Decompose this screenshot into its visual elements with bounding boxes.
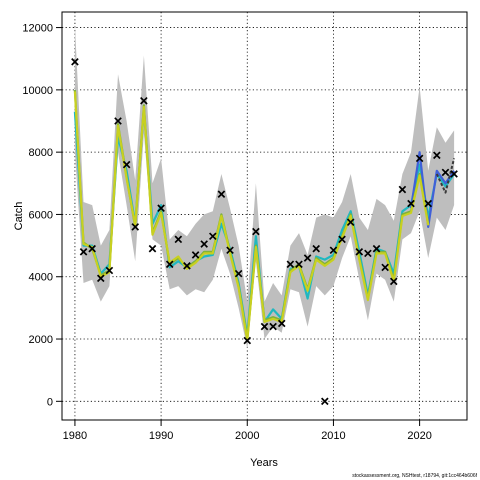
observed-point [355, 248, 364, 256]
observed-point [79, 248, 88, 256]
observed-point [329, 246, 338, 255]
y-tick-label: 2000 [29, 334, 53, 346]
observed-point [321, 397, 329, 406]
x-axis-title: Years [250, 457, 278, 469]
y-tick-label: 4000 [29, 272, 53, 284]
observed-point [295, 260, 303, 269]
x-tick-label: 2010 [321, 430, 345, 442]
observed-point [234, 269, 243, 278]
y-tick-label: 0 [47, 396, 53, 408]
series-layer [73, 89, 456, 342]
observed-point [364, 249, 372, 258]
observed-point [122, 160, 131, 169]
observed-point [303, 254, 312, 262]
confidence-band-layer [74, 24, 455, 349]
y-tick-label: 12000 [22, 23, 53, 35]
observed-point [105, 266, 114, 275]
observed-point [208, 232, 217, 241]
observed-point [433, 151, 441, 160]
observed-point [372, 244, 381, 253]
y-tick-label: 10000 [22, 85, 53, 97]
observed-point [131, 223, 140, 231]
observed-point [260, 322, 269, 331]
observed-point [415, 154, 424, 163]
observed-point [174, 235, 183, 244]
credit-text: stockassessment.org, NSHtest, r18794, gi… [352, 473, 477, 479]
observed-point [226, 246, 234, 255]
observed-point [114, 117, 122, 125]
observed-point [71, 58, 79, 66]
observed-point [88, 244, 96, 253]
observed-point [389, 277, 398, 286]
series-line-2 [409, 151, 456, 228]
observed-point [338, 235, 346, 244]
observed-point [407, 199, 415, 208]
observed-point [96, 274, 105, 283]
observed-point [165, 260, 174, 269]
observed-point [286, 260, 295, 269]
confidence-band [74, 24, 455, 349]
x-tick-label: 1980 [63, 430, 87, 442]
series-line-3 [435, 158, 456, 194]
x-tick-label: 2020 [407, 430, 431, 442]
observed-point [217, 190, 226, 198]
observed-point [269, 322, 277, 331]
series-line-5 [73, 91, 430, 342]
observed-point [441, 168, 450, 177]
observed-point [312, 244, 321, 253]
x-tick-label: 2000 [235, 430, 259, 442]
observed-point [277, 319, 286, 328]
axis-layer: 1980 1990 2000 2010 2020 0 2000 4000 6000 8000 100… [22, 23, 431, 442]
observed-point [346, 218, 355, 227]
y-tick-label: 8000 [29, 147, 53, 159]
observed-point [183, 262, 191, 270]
observed-points-layer [71, 58, 458, 406]
observed-point [243, 336, 252, 345]
observed-point [200, 240, 208, 248]
observed-point [140, 96, 148, 105]
observed-point [398, 185, 407, 194]
y-axis-title: Catch [13, 202, 25, 231]
observed-point [191, 251, 200, 259]
x-tick-label: 1990 [149, 430, 173, 442]
y-tick-label: 6000 [29, 209, 53, 221]
observed-point [381, 263, 389, 272]
observed-point [252, 227, 260, 236]
observed-point [424, 199, 433, 208]
grid-layer [62, 12, 467, 420]
observed-point [157, 204, 165, 213]
observed-point [450, 170, 458, 178]
observed-point [148, 244, 157, 253]
plot-frame [61, 11, 468, 421]
